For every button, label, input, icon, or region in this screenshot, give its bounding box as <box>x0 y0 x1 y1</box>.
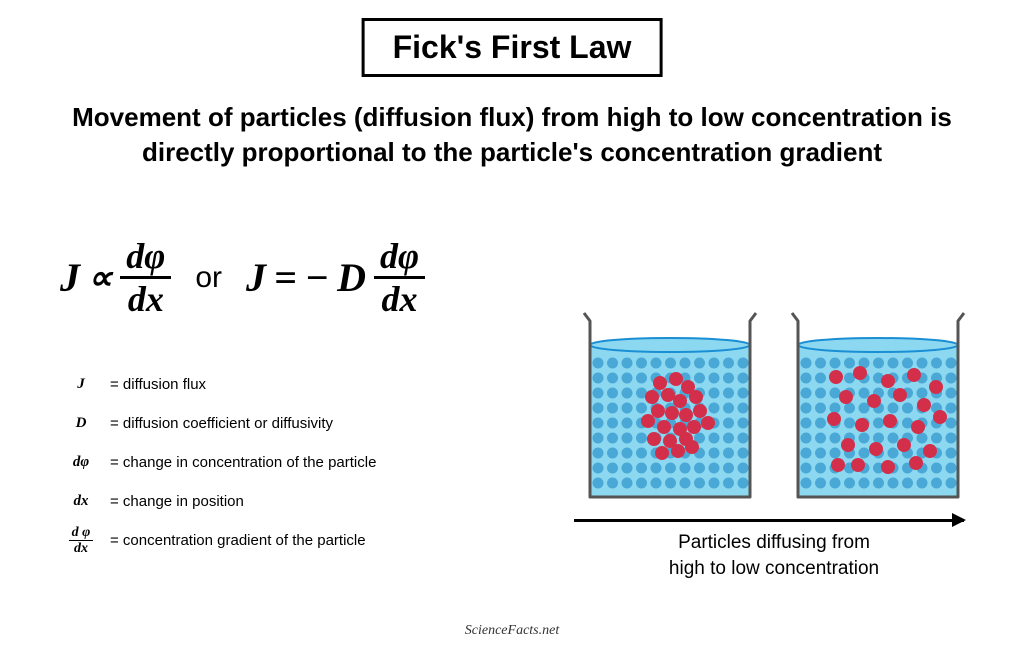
beakers-container <box>564 305 984 505</box>
caption-line2: high to low concentration <box>669 558 879 579</box>
diagram-caption: Particles diffusing from high to low con… <box>564 530 984 581</box>
legend-sym-dphi: dφ <box>60 446 102 479</box>
eq-frac2-num: dφ <box>374 238 425 279</box>
legend-sym-dx: dx <box>60 485 102 518</box>
eq-prop: ∝ <box>88 258 112 298</box>
eq-D: D <box>337 254 366 301</box>
legend-def-dphi: = change in concentration of the particl… <box>110 446 376 479</box>
legend-row-dphi: dφ = change in concentration of the part… <box>60 446 376 479</box>
diffusion-arrow <box>574 519 964 522</box>
equation-row: J ∝ dφ dx or J = − D dφ dx <box>60 238 425 317</box>
legend-sym-grad-num: d φ <box>69 526 94 541</box>
legend: J = diffusion flux D = diffusion coeffic… <box>60 368 376 563</box>
beaker-diffused <box>788 305 968 505</box>
eq-eq: = <box>274 254 297 301</box>
equation-proportional: J ∝ dφ dx <box>60 238 171 317</box>
diagram-panel: Particles diffusing from high to low con… <box>564 305 984 581</box>
watermark: ScienceFacts.net <box>465 623 559 639</box>
eq-J2: J <box>246 254 266 301</box>
beaker-concentrated <box>580 305 760 505</box>
legend-sym-D: D <box>60 407 102 440</box>
eq-J: J <box>60 254 80 301</box>
eq-frac2: dφ dx <box>374 238 425 317</box>
legend-def-dx: = change in position <box>110 485 244 518</box>
legend-row-D: D = diffusion coefficient or diffusivity <box>60 407 376 440</box>
legend-sym-J: J <box>60 368 102 401</box>
legend-row-dx: dx = change in position <box>60 485 376 518</box>
eq-frac1-den: dx <box>128 279 164 317</box>
description-text: Movement of particles (diffusion flux) f… <box>40 100 984 170</box>
eq-frac1-num: dφ <box>120 238 171 279</box>
or-text: or <box>195 261 222 295</box>
eq-frac2-den: dx <box>382 279 418 317</box>
eq-frac1: dφ dx <box>120 238 171 317</box>
caption-line1: Particles diffusing from <box>678 532 870 553</box>
title-box: Fick's First Law <box>362 18 663 77</box>
legend-sym-grad: d φ dx <box>60 526 102 556</box>
legend-def-grad: = concentration gradient of the particle <box>110 524 366 557</box>
title-text: Fick's First Law <box>393 29 632 65</box>
legend-sym-grad-den: dx <box>74 541 88 556</box>
equation-full: J = − D dφ dx <box>246 238 425 317</box>
legend-row-J: J = diffusion flux <box>60 368 376 401</box>
legend-row-grad: d φ dx = concentration gradient of the p… <box>60 524 376 557</box>
legend-def-D: = diffusion coefficient or diffusivity <box>110 407 333 440</box>
legend-def-J: = diffusion flux <box>110 368 206 401</box>
eq-minus: − <box>305 254 329 301</box>
